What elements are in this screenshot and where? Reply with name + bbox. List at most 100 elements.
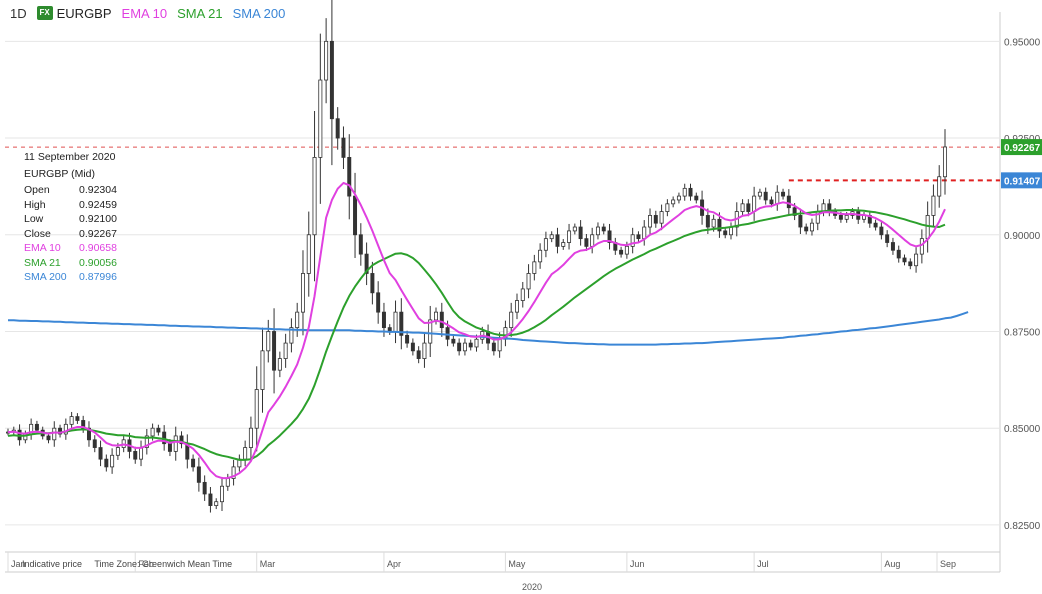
candle-body [150, 427, 155, 437]
symbol-group[interactable]: FX EURGBP [36, 5, 112, 21]
candle-body [584, 238, 589, 247]
candle-body [659, 211, 664, 224]
x-tick-label: Jul [757, 559, 769, 569]
candle-body [873, 222, 878, 228]
candle-body [156, 427, 161, 433]
candle-body [191, 458, 196, 468]
candle-body [902, 257, 907, 263]
candle-body [104, 458, 109, 468]
candle-body [572, 226, 577, 232]
info-row-high: High 0.92459 [24, 198, 117, 211]
candle-body [746, 203, 751, 212]
candle-body [225, 478, 230, 487]
candle-body [688, 187, 693, 197]
fx-badge-icon: FX [36, 6, 53, 20]
candle-body [462, 342, 467, 352]
candle-body [243, 447, 248, 460]
timezone-note: Time Zone: Greenwich Mean Time [94, 559, 233, 569]
candle-body [353, 195, 358, 236]
sma21-line [7, 209, 946, 461]
x-tick-label: Apr [387, 559, 401, 569]
candle-body [838, 215, 843, 220]
y-tick-label: 0.82500 [1004, 521, 1041, 532]
candle-body [451, 338, 456, 344]
candle-body [133, 451, 138, 460]
info-row-ema10: EMA 10 0.90658 [24, 242, 117, 254]
candle-body [289, 327, 294, 344]
price-tag-bg [1001, 139, 1042, 156]
candle-body [792, 207, 797, 216]
x-year-label: 2020 [522, 582, 542, 592]
info-row-low: Low 0.92100 [24, 213, 117, 225]
candle-body [196, 466, 201, 483]
candle-body [312, 157, 317, 236]
candle-body [937, 176, 942, 197]
candle-body [144, 435, 149, 448]
indicator-sma21-label[interactable]: SMA 21 [177, 5, 223, 21]
candle-body [81, 420, 86, 429]
info-row-close: Close 0.92267 [24, 227, 117, 240]
candle-body [908, 261, 913, 267]
candle-body [63, 423, 68, 435]
candle-body [393, 311, 398, 332]
indicator-ema10-label[interactable]: EMA 10 [121, 5, 168, 21]
candle-body [648, 215, 653, 228]
candle-body [532, 261, 537, 274]
candle-body [98, 447, 103, 460]
candle-body [729, 226, 733, 236]
candle-body [254, 389, 259, 429]
candle-body [665, 203, 670, 212]
x-tick-label: Mar [260, 559, 276, 569]
candle-body [399, 311, 404, 336]
candle-body [763, 191, 768, 201]
candle-body [139, 447, 144, 460]
candle-body [619, 249, 624, 255]
candle-body [416, 350, 421, 359]
info-instrument: EURGBP (Mid) [24, 167, 95, 180]
candle-body [300, 273, 305, 313]
candle-body [943, 146, 947, 178]
symbol-label: EURGBP [56, 5, 112, 21]
x-tick-label: Jun [630, 559, 645, 569]
candle-body [879, 226, 884, 236]
candle-body [474, 338, 479, 348]
candle-body [347, 157, 352, 197]
candle-body [694, 195, 699, 201]
candle-body [526, 273, 531, 290]
candle-body [757, 191, 762, 197]
info-row-open: Open 0.92304 [24, 184, 117, 196]
candle-body [445, 327, 450, 340]
candle-body [642, 226, 647, 240]
candle-body [931, 195, 936, 216]
price-tag-label: 0.91407 [1004, 176, 1041, 187]
candle-body [555, 234, 560, 247]
candle-body [266, 331, 271, 352]
info-date: 11 September 2020 [24, 151, 116, 163]
candle-body [595, 226, 600, 236]
candle-body [636, 234, 641, 240]
candle-body [561, 242, 566, 247]
chart-header: 1D FX EURGBP EMA 10 SMA 21 SMA 200 [0, 0, 1042, 26]
candle-body [34, 423, 39, 431]
candle-body [538, 249, 543, 263]
candle-body [422, 342, 427, 359]
candle-body [567, 230, 572, 243]
timeframe-label[interactable]: 1D [10, 5, 27, 21]
candle-body [497, 338, 502, 352]
candle-body [653, 215, 658, 224]
candle-body [231, 466, 236, 479]
info-row-sma21: SMA 21 0.90056 [24, 256, 117, 269]
candle-body [578, 226, 583, 240]
candle-body [919, 238, 924, 255]
y-tick-label: 0.95000 [1004, 37, 1041, 48]
candle-body [457, 342, 462, 352]
candle-body [277, 358, 282, 371]
candle-body [179, 435, 184, 445]
indicator-sma200-label[interactable]: SMA 200 [232, 5, 286, 21]
candle-body [75, 416, 80, 421]
candle-body [590, 234, 595, 247]
candle-body [786, 195, 791, 209]
candle-body [58, 427, 63, 435]
candle-body [329, 40, 334, 120]
